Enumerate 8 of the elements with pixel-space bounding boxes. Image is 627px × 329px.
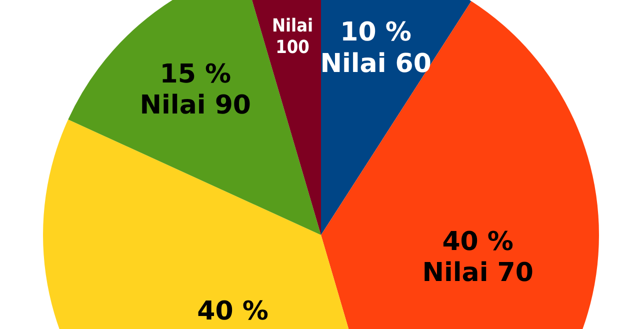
slice-label: Nilai 100 (272, 16, 314, 58)
data-label: 40 % (442, 226, 514, 257)
data-label: 40 % (197, 296, 268, 326)
data-label: 10 % (340, 18, 412, 48)
slice-label: Nilai 90 (140, 90, 252, 121)
data-label: 15 % (160, 59, 232, 90)
slice-label: Nilai 60 (320, 48, 432, 79)
slice-label: Nilai 70 (422, 258, 534, 288)
